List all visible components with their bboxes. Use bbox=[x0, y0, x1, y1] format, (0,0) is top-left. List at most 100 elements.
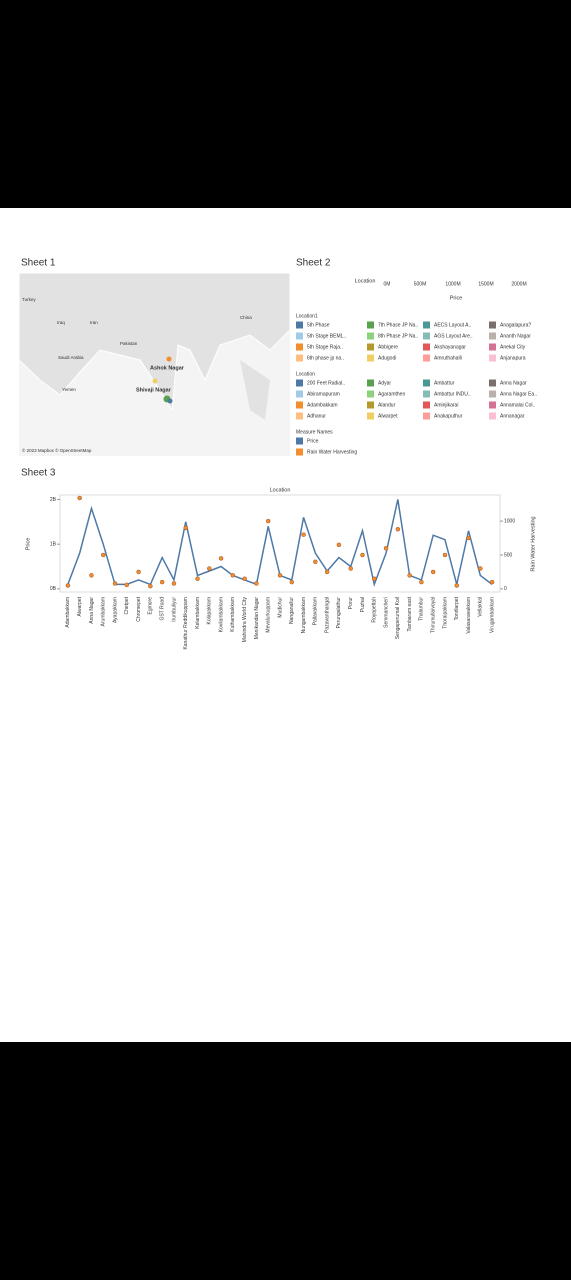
axis-label: Price bbox=[450, 295, 463, 301]
x-tick-label: Semmancheri bbox=[383, 597, 389, 628]
legend-label: Alandur bbox=[378, 402, 396, 408]
x-tick-label: Kolapakkam bbox=[207, 597, 213, 625]
x-tick-label: Perungalathur bbox=[336, 597, 342, 629]
map-label: Iraq bbox=[57, 320, 65, 325]
legend-label: Abbigere bbox=[378, 344, 398, 350]
legend-swatch bbox=[367, 412, 374, 420]
y-tick-label: 2B bbox=[50, 497, 57, 503]
legend-swatch bbox=[489, 412, 496, 420]
x-tick-label: Vellakkal bbox=[478, 597, 484, 617]
legend-label: Adhanur bbox=[307, 413, 326, 419]
legend-swatch bbox=[489, 379, 496, 387]
x-tick-label: Pazavanthangal bbox=[324, 597, 330, 633]
rain-point bbox=[395, 526, 401, 532]
rain-point bbox=[277, 573, 283, 578]
legend-label: Ananth Nagar bbox=[500, 333, 531, 339]
legend-swatch bbox=[423, 354, 430, 362]
point-label: Shivaji Nagar bbox=[136, 387, 172, 393]
legend-title: Location1 bbox=[296, 313, 318, 319]
legend-swatch bbox=[489, 343, 496, 351]
legend-swatch bbox=[296, 390, 303, 398]
rain-point bbox=[218, 556, 224, 561]
rain-point bbox=[136, 569, 141, 575]
rain-point bbox=[336, 542, 342, 548]
legend-swatch bbox=[489, 332, 496, 340]
legend-swatch bbox=[367, 401, 374, 409]
legend-label: Anna Nagar Ea.. bbox=[500, 391, 537, 397]
rain-point bbox=[265, 518, 271, 524]
rain-point bbox=[207, 566, 212, 571]
y2-tick-label: 0 bbox=[504, 586, 507, 592]
y-tick-label: 0B bbox=[50, 586, 57, 592]
legend-label: Adambakkam bbox=[307, 402, 338, 408]
x-tick-label: Arumbakkam bbox=[101, 597, 107, 626]
rain-point bbox=[360, 552, 365, 558]
rain-point bbox=[254, 581, 259, 586]
map-point bbox=[152, 378, 158, 384]
y2-tick-label: 500 bbox=[504, 552, 513, 558]
x-tick-label: Kuthambakkam bbox=[230, 597, 236, 632]
legend-label: Annanagar bbox=[500, 413, 525, 419]
y-axis-title: Price bbox=[25, 538, 31, 551]
x-tick-label: Mahindra World City bbox=[242, 597, 248, 643]
y2-axis-title: Rain Water Harvesting bbox=[530, 516, 536, 571]
x-tick-label: Tambaram east bbox=[407, 596, 413, 631]
rain-point bbox=[242, 576, 247, 581]
x-tick-label: Thalambur bbox=[419, 597, 425, 621]
legend-label: Rain Water Harvesting bbox=[307, 449, 357, 455]
rain-point bbox=[77, 495, 82, 501]
rain-point bbox=[372, 576, 377, 581]
tick-label: 0M bbox=[384, 281, 391, 287]
legend-swatch bbox=[423, 379, 430, 387]
rain-point bbox=[171, 581, 177, 586]
rain-point bbox=[348, 566, 353, 571]
legend-swatch bbox=[296, 354, 303, 362]
y2-tick-label: 1000 bbox=[504, 518, 515, 524]
legend-label: Ambattur INDU.. bbox=[434, 391, 471, 397]
x-tick-label: Mevalurkuppam bbox=[266, 597, 272, 633]
legend-label: Anekal City bbox=[500, 344, 526, 350]
tick-label: 1500M bbox=[478, 281, 493, 287]
map-label: Turkey bbox=[22, 297, 36, 302]
sheet-title: Sheet 3 bbox=[21, 468, 56, 479]
legend-label: 6th phase jp na.. bbox=[307, 355, 344, 361]
legend-label: Anagalapura? bbox=[500, 322, 531, 328]
legend-swatch bbox=[489, 390, 496, 398]
legend-label: 200 Feet Radial.. bbox=[307, 380, 345, 386]
map-label: Iran bbox=[90, 320, 98, 325]
legend-swatch bbox=[489, 401, 496, 409]
x-tick-label: GST Road bbox=[159, 597, 165, 621]
map-attribution: © 2023 Mapbox © OpenStreetMap bbox=[22, 447, 92, 453]
legend-swatch bbox=[423, 412, 430, 420]
map-label: Pakistan bbox=[120, 341, 138, 346]
x-tick-label: Porur bbox=[348, 597, 354, 610]
x-tick-label: Sengaperumal Koil bbox=[395, 597, 401, 639]
legend-label: AGS Layout Are.. bbox=[434, 333, 473, 339]
legend-label: Adugodi bbox=[378, 355, 396, 361]
legend-swatch bbox=[423, 343, 430, 351]
x-tick-label: Thoraipakkam bbox=[442, 597, 448, 629]
x-tick-label: Virugambakkam bbox=[489, 597, 495, 633]
plot-frame bbox=[59, 494, 501, 593]
axis-title: Location bbox=[355, 278, 376, 284]
legend-label: 8th Phase JP Na.. bbox=[378, 333, 418, 339]
rain-point bbox=[324, 569, 330, 575]
rain-point bbox=[100, 552, 106, 558]
rain-point bbox=[489, 579, 495, 585]
legend-swatch bbox=[423, 390, 430, 398]
map-point bbox=[166, 356, 172, 362]
x-tick-label: Pallavakkam bbox=[313, 597, 319, 625]
x-tick-label: Nanganallur bbox=[289, 597, 295, 624]
legend-swatch bbox=[367, 390, 374, 398]
x-tick-label: Kovilambakkam bbox=[218, 597, 224, 632]
legend-swatch bbox=[296, 343, 303, 351]
rain-point bbox=[89, 573, 94, 578]
legend-swatch bbox=[296, 321, 303, 329]
rain-point bbox=[407, 573, 412, 578]
rain-point bbox=[148, 583, 153, 589]
legend-label: Price bbox=[307, 438, 319, 444]
rain-point bbox=[419, 579, 424, 585]
legend-swatch bbox=[489, 321, 496, 329]
x-tick-label: Kanathur Reddikuppam bbox=[183, 597, 189, 650]
